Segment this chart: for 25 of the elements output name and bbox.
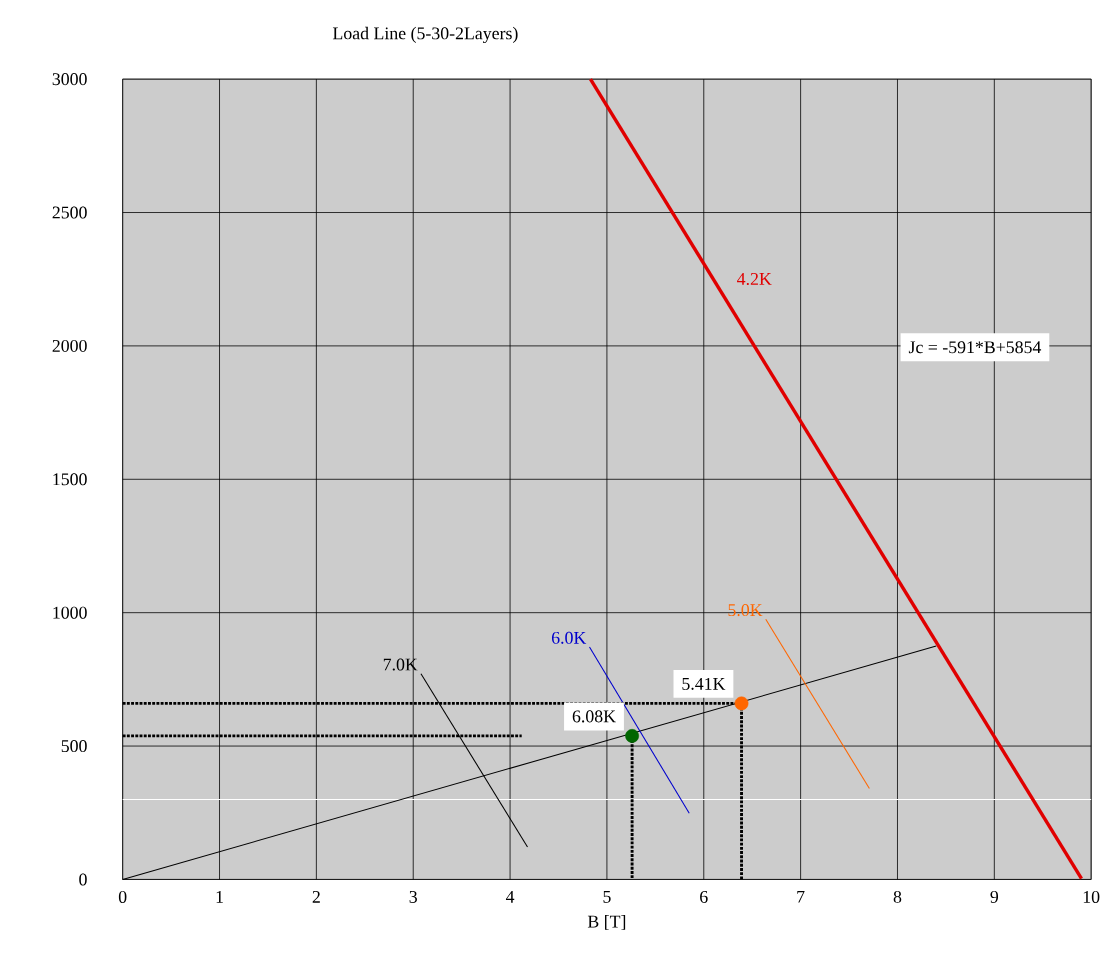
annotation: 5.41K [682,678,726,691]
annotation: Jc = -591*B+5854 [908,341,1042,354]
y-tick-label: 2000 [52,340,87,353]
x-axis-title: B [T] [587,915,626,931]
x-tick-label: 0 [118,891,127,904]
x-tick-label: 9 [990,891,999,904]
y-tick-label: 2500 [52,206,87,219]
chart-title: Load Line (5-30-2Layers) [332,27,518,44]
y-tick-label: 1000 [53,606,87,619]
x-tick-label: 7 [797,891,805,903]
series-label: 6.0K [551,632,587,645]
x-tick-label: 5 [603,891,611,903]
annotation: 6.08K [572,710,616,723]
x-tick-label: 8 [893,891,902,904]
y-tick-label: 0 [79,873,87,886]
y-tick-label: 3000 [52,73,87,86]
x-tick-label: 2 [312,891,320,903]
y-tick-label: 1500 [53,473,87,486]
series-label: 4.2K [737,273,772,286]
x-tick-label: 1 [216,891,223,903]
x-tick-label: 4 [505,891,515,903]
x-tick-label: 10 [1083,891,1100,904]
y-tick-label: 500 [61,740,87,753]
x-tick-label: 3 [409,891,417,904]
x-tick-label: 6 [700,891,708,904]
